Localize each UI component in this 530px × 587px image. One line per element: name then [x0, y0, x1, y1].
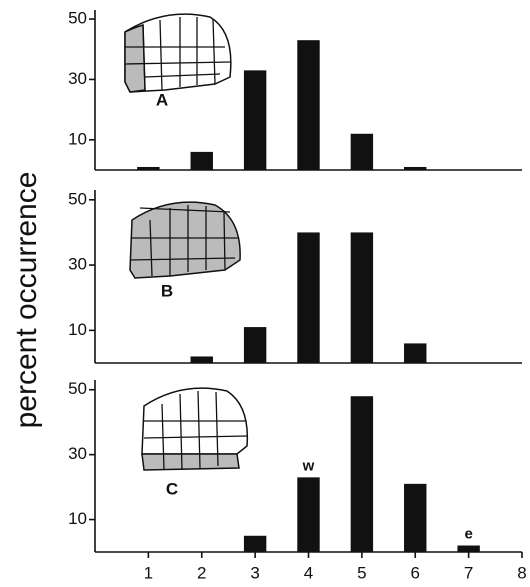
cell-illustration-a — [124, 13, 232, 93]
x-tick-label: 4 — [304, 563, 313, 582]
bar — [404, 483, 427, 552]
panel-label: A — [156, 90, 168, 109]
y-tick-label: 30 — [68, 444, 87, 463]
panel-label: C — [166, 479, 178, 498]
x-tick-label: 7 — [464, 563, 473, 582]
x-tick-label: 6 — [411, 563, 420, 582]
x-tick-label: 2 — [197, 563, 206, 582]
y-tick-label: 10 — [68, 129, 87, 148]
bar — [350, 232, 374, 363]
bar — [404, 166, 427, 170]
x-tick-label: 3 — [250, 563, 259, 582]
x-tick-label: 1 — [144, 563, 153, 582]
bar — [297, 477, 320, 552]
y-tick-label: 10 — [68, 320, 87, 339]
y-tick-label: 50 — [68, 379, 87, 398]
bar — [243, 535, 267, 552]
bar — [350, 396, 374, 552]
bar — [297, 40, 320, 171]
y-axis-label: percent occurrence — [10, 172, 43, 429]
bar — [350, 133, 374, 170]
bar — [190, 151, 213, 170]
annotation: w — [302, 457, 315, 474]
bar — [404, 343, 427, 363]
bar — [297, 232, 320, 363]
y-tick-label: 30 — [68, 69, 87, 88]
cell-illustration-c — [141, 387, 249, 471]
bar — [457, 545, 480, 552]
bar — [190, 356, 213, 363]
bar — [137, 166, 160, 170]
bar — [243, 327, 267, 363]
y-tick-label: 50 — [68, 9, 87, 28]
bar — [243, 70, 267, 170]
annotation: e — [464, 525, 472, 542]
y-tick-label: 30 — [68, 255, 87, 274]
panel-label: B — [161, 281, 173, 300]
cell-illustration-b — [129, 201, 241, 279]
y-tick-label: 10 — [68, 509, 87, 528]
x-tick-label: 5 — [357, 563, 366, 582]
x-tick-label: 8 — [517, 563, 526, 582]
y-tick-label: 50 — [68, 189, 87, 208]
